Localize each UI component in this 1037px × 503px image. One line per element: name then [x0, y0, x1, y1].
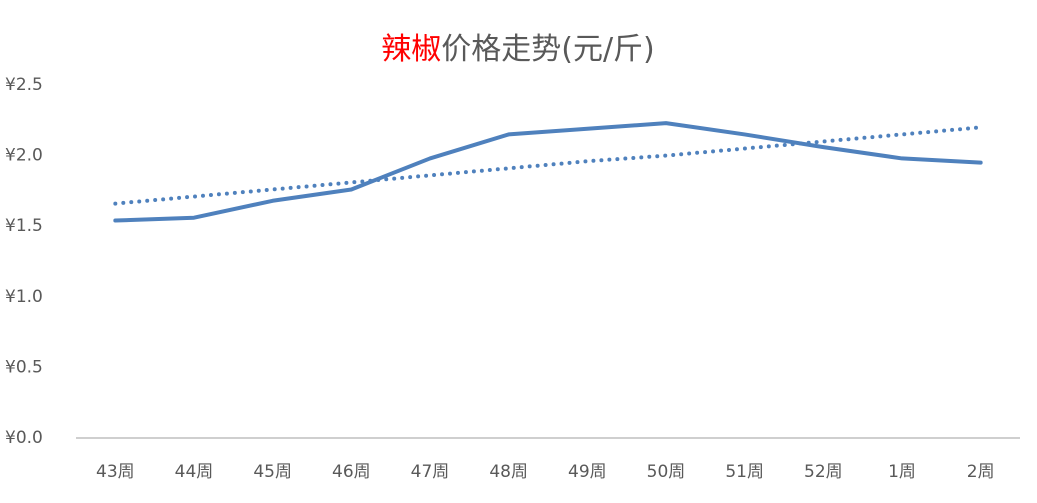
x-tick-label: 51周 [725, 462, 764, 482]
x-tick-label: 52周 [804, 462, 843, 482]
x-tick-label: 46周 [332, 462, 371, 482]
x-tick-label: 49周 [568, 462, 607, 482]
x-tick-label: 2周 [967, 462, 995, 482]
data-line [113, 121, 983, 223]
x-tick-label: 44周 [175, 462, 214, 482]
y-tick-label: ¥1.5 [5, 216, 43, 236]
x-tick-label: 47周 [411, 462, 450, 482]
y-tick-label: ¥2.5 [5, 75, 43, 95]
x-tick-label: 43周 [96, 462, 135, 482]
x-tick-label: 45周 [253, 462, 292, 482]
x-tick-label: 48周 [489, 462, 528, 482]
y-tick-label: ¥0.5 [5, 357, 43, 377]
title-text: 价格走势(元/斤) [441, 32, 655, 67]
title-highlight: 辣椒 [381, 32, 441, 67]
trend-line [113, 125, 983, 206]
x-tick-label: 50周 [647, 462, 686, 482]
y-tick-label: ¥0.0 [5, 428, 43, 448]
y-tick-label: ¥2.0 [5, 146, 43, 166]
x-tick-label: 1周 [888, 462, 916, 482]
y-tick-label: ¥1.0 [5, 287, 43, 307]
chart-title: 辣椒价格走势(元/斤) [381, 32, 655, 67]
